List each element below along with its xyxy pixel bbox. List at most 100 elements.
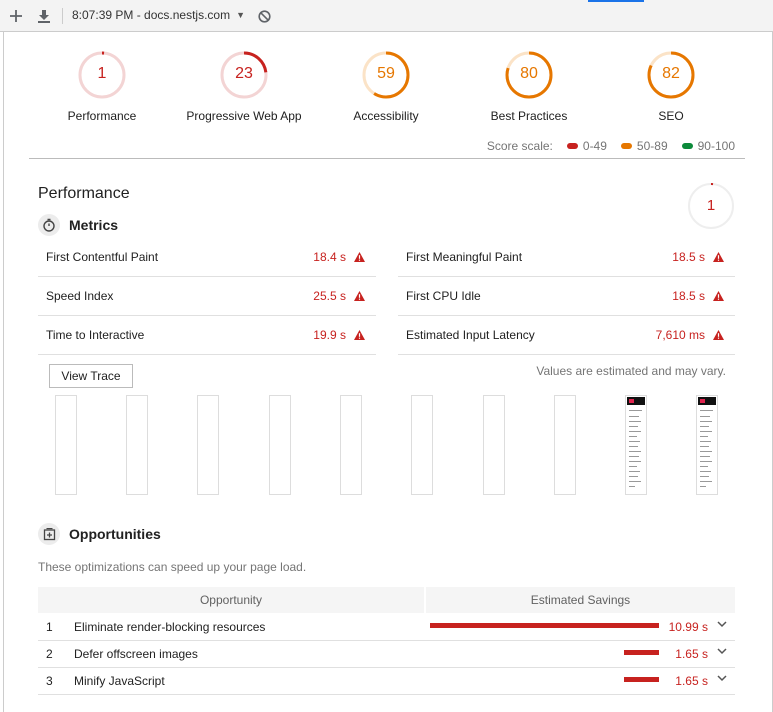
metric-speed-index: Speed Index 25.5 s [38,277,376,316]
gauge-score: 80 [520,65,538,82]
gauge-label: Progressive Web App [186,109,302,123]
opportunity-row[interactable]: 3 Minify JavaScript 1.65 s [38,668,735,695]
report-selector[interactable]: 8:07:39 PM - docs.nestjs.com ▼ [72,8,245,22]
row-title: Eliminate render-blocking resources [74,620,266,634]
warning-icon [713,291,724,301]
row-index: 3 [46,674,53,688]
row-index: 1 [46,620,53,634]
gauge-label: Accessibility [353,109,419,123]
savings-bar [624,677,659,682]
report-toolbar: 8:07:39 PM - docs.nestjs.com ▼ [0,0,773,32]
filmstrip-frame [411,395,433,495]
new-report-button[interactable] [6,6,26,26]
metrics-header: Metrics [38,214,118,236]
view-trace-button[interactable]: View Trace [49,364,133,388]
metric-first-cpu-idle: First CPU Idle 18.5 s [398,277,735,316]
gauge-ring [220,51,268,99]
average-pill [620,143,632,149]
scale-range: 90-100 [697,139,735,153]
score-scale: Score scale: 0-49 50-89 90-100 [487,139,735,153]
opportunity-row[interactable]: 2 Defer offscreen images 1.65 s [38,641,735,668]
clear-reports-button[interactable] [254,6,274,26]
gauge-ring [362,51,410,99]
scale-range: 50-89 [636,139,668,153]
filmstrip-frame [197,395,219,495]
opportunities-header: Opportunities [38,523,161,545]
filmstrip-frame [126,395,148,495]
metric-value: 19.9 s [313,328,346,342]
panel-left-border [3,31,4,712]
scale-pass: 90-100 [681,139,735,153]
opportunities-title: Opportunities [69,526,161,542]
fail-pill [566,143,578,149]
page-thumbnail-header [698,397,716,405]
gauge-pwa[interactable]: 23 Progressive Web App [179,50,309,123]
row-savings: 1.65 s [675,647,708,661]
estimated-note: Values are estimated and may vary. [536,364,726,378]
metric-first-meaningful-paint: First Meaningful Paint 18.5 s [398,238,735,277]
report-selector-label: 8:07:39 PM - docs.nestjs.com [72,8,231,22]
pass-pill [681,143,693,149]
gauge-label: SEO [658,109,684,123]
metric-name: First Meaningful Paint [406,250,523,264]
row-title: Defer offscreen images [74,647,198,661]
metric-time-to-interactive: Time to Interactive 19.9 s [38,316,376,355]
download-icon [38,9,50,23]
chevron-down-icon[interactable] [717,619,727,631]
gauge-ring [78,51,126,99]
toolbar-separator [62,8,63,24]
active-tab-indicator [588,0,644,2]
warning-icon [713,330,724,340]
gauge-label: Best Practices [490,109,568,123]
score-scale-label: Score scale: [486,139,553,153]
metric-value: 18.5 s [672,289,705,303]
row-title: Minify JavaScript [74,674,165,688]
opportunity-row[interactable]: 1 Eliminate render-blocking resources 10… [38,614,735,641]
gauge-label: Performance [67,109,137,123]
metric-name: First CPU Idle [406,289,481,303]
chevron-down-icon[interactable] [717,673,727,685]
metric-value: 7,610 ms [655,328,705,342]
filmstrip-frame [554,395,576,495]
metric-name: Time to Interactive [46,328,145,342]
column-header-opportunity: Opportunity [38,587,424,613]
gauge-seo[interactable]: 82 SEO [606,50,736,123]
chevron-down-icon: ▼ [236,10,245,20]
filmstrip-frame [269,395,291,495]
scale-average: 50-89 [620,139,668,153]
metrics-title: Metrics [69,217,119,233]
gauge-performance[interactable]: 1 Performance [37,50,167,123]
opportunity-icon [38,523,60,545]
filmstrip-frame [483,395,505,495]
metric-estimated-input-latency: Estimated Input Latency 7,610 ms [398,316,735,355]
metric-value: 25.5 s [313,289,346,303]
gauge-score: 82 [662,65,680,82]
stopwatch-icon [38,214,60,236]
gauge-best-practices[interactable]: 80 Best Practices [464,50,594,123]
gauge-accessibility[interactable]: 59 Accessibility [321,50,451,123]
gauge-ring [647,51,695,99]
metric-name: Speed Index [46,289,114,303]
chevron-down-icon[interactable] [717,646,727,658]
gauge-ring [688,183,734,229]
gauge-score: 1 [97,65,107,82]
metric-name: Estimated Input Latency [406,328,535,342]
filmstrip-frame [55,395,77,495]
row-savings: 10.99 s [668,620,708,634]
download-report-button[interactable] [34,6,54,26]
savings-bar [430,623,659,628]
gauge-score: 23 [235,65,253,82]
metric-value: 18.4 s [313,250,346,264]
metric-name: First Contentful Paint [46,250,159,264]
divider [29,158,745,159]
warning-icon [354,291,365,301]
row-index: 2 [46,647,53,661]
performance-score: 1 [706,197,716,214]
block-icon [257,9,271,23]
row-savings: 1.65 s [675,674,708,688]
savings-bar [624,650,659,655]
performance-title: Performance [38,185,130,202]
warning-icon [713,252,724,262]
opportunities-description: These optimizations can speed up your pa… [38,560,307,574]
plus-icon [10,10,22,22]
